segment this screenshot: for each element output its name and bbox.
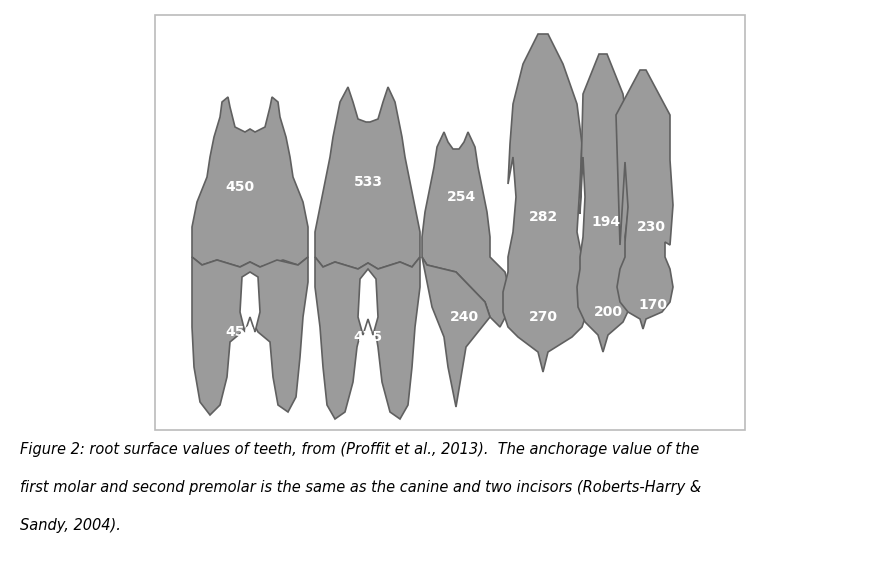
- Polygon shape: [192, 97, 308, 267]
- Text: 240: 240: [449, 310, 479, 324]
- Polygon shape: [192, 257, 308, 415]
- Text: 533: 533: [354, 175, 382, 189]
- Polygon shape: [503, 34, 587, 372]
- Polygon shape: [315, 257, 420, 419]
- Text: 475: 475: [354, 330, 382, 344]
- Polygon shape: [577, 54, 631, 352]
- Text: 450: 450: [225, 325, 255, 339]
- Text: 254: 254: [446, 190, 476, 204]
- Polygon shape: [358, 269, 378, 335]
- Text: Figure 2: root surface values of teeth, from (Proffit et al., 2013).  The anchor: Figure 2: root surface values of teeth, …: [20, 442, 699, 457]
- FancyBboxPatch shape: [155, 15, 745, 430]
- Text: 194: 194: [591, 215, 621, 229]
- Polygon shape: [422, 132, 510, 327]
- Text: 282: 282: [529, 210, 557, 224]
- Polygon shape: [422, 257, 490, 407]
- Text: 230: 230: [637, 220, 665, 234]
- Text: 170: 170: [638, 298, 667, 312]
- Polygon shape: [315, 87, 420, 269]
- Polygon shape: [616, 70, 673, 329]
- Text: first molar and second premolar is the same as the canine and two incisors (Robe: first molar and second premolar is the s…: [20, 480, 701, 495]
- Polygon shape: [240, 272, 260, 332]
- Text: 270: 270: [529, 310, 557, 324]
- Text: Sandy, 2004).: Sandy, 2004).: [20, 518, 121, 533]
- Text: 450: 450: [225, 180, 255, 194]
- Text: 200: 200: [594, 305, 622, 319]
